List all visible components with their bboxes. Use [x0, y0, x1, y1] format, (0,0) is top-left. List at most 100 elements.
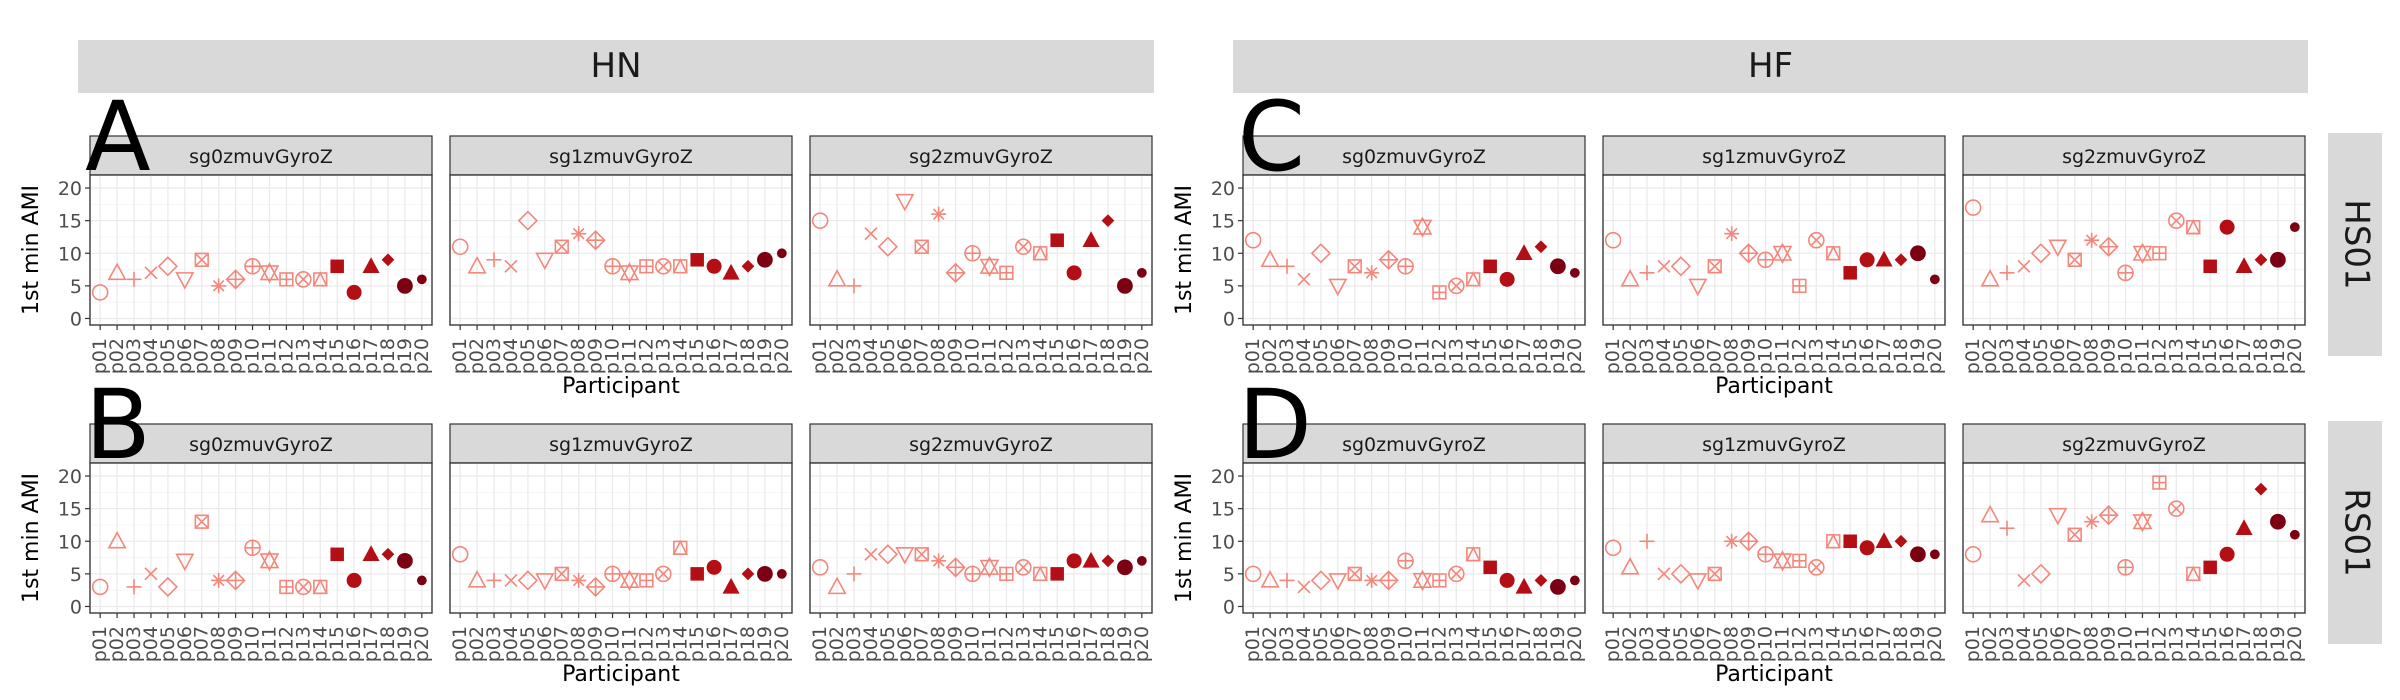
y-tick-label: 0	[70, 596, 82, 618]
x-tick-label: p05	[1670, 626, 1692, 662]
x-tick-label: p13	[1012, 338, 1034, 374]
x-tick-label: p08	[2081, 338, 2103, 374]
y-tick-label: 0	[1223, 596, 1235, 618]
data-point-p13	[2168, 212, 2185, 229]
x-tick-label: p19	[2267, 626, 2289, 662]
x-tick-label: p11	[618, 626, 640, 662]
data-point-p03	[846, 566, 862, 582]
x-tick-label: p17	[720, 338, 742, 374]
sub-strip-bg	[449, 423, 793, 464]
data-point-p06	[895, 547, 915, 565]
data-point-p16	[706, 258, 722, 274]
plot-border	[89, 174, 433, 326]
x-tick-label: p09	[945, 626, 967, 662]
x-tick-label: p11	[258, 626, 280, 662]
data-point-p02	[827, 576, 847, 595]
sub-strip-bg	[1242, 135, 1586, 176]
data-point-p13	[1015, 238, 1032, 256]
sub-strip-label: sg2zmuvGyroZ	[909, 434, 1053, 456]
data-point-p03	[1999, 265, 2015, 281]
plot-border	[809, 462, 1153, 614]
x-tick-label: p13	[652, 626, 674, 662]
x-tick-label: p07	[191, 338, 213, 374]
x-tick-label: p10	[1755, 338, 1777, 374]
data-point-p11	[979, 556, 1000, 579]
sub-strip-bg	[809, 135, 1153, 176]
data-point-p20	[776, 248, 787, 259]
x-tick-label: p17	[1513, 626, 1535, 662]
x-tick-label: p18	[1097, 626, 1119, 662]
y-tick-label: 5	[1223, 276, 1235, 298]
data-point-p09	[1378, 570, 1399, 591]
x-tick-label: p13	[1445, 626, 1467, 662]
x-tick-label: p18	[1530, 626, 1552, 662]
data-point-p15	[1050, 567, 1064, 581]
x-tick-label: p06	[534, 338, 556, 374]
sub-strip-bg	[1962, 135, 2306, 176]
data-point-p01	[811, 212, 829, 229]
data-point-p12	[2152, 246, 2167, 261]
sub-strip-label: sg0zmuvGyroZ	[1342, 146, 1486, 168]
x-tick-label: p02	[1259, 338, 1281, 374]
data-point-p12	[279, 272, 294, 287]
x-tick-label: p03	[483, 338, 505, 374]
data-point-p04	[1657, 259, 1671, 273]
data-point-p19	[1550, 258, 1566, 275]
data-point-p18	[1894, 534, 1908, 548]
plot-border	[1602, 174, 1946, 326]
plot-border	[449, 174, 793, 326]
x-tick-label: p02	[106, 626, 128, 662]
data-point-p02	[1620, 269, 1640, 287]
y-tick-label: 5	[70, 564, 82, 586]
x-tick-label: p14	[309, 338, 331, 374]
sub-strip-bg	[1602, 135, 1946, 176]
x-tick-label: p13	[2165, 626, 2187, 662]
data-point-p01	[1244, 231, 1262, 249]
y-tick-label: 0	[1223, 308, 1235, 330]
x-tick-label: p14	[309, 626, 331, 662]
data-point-p13	[1448, 277, 1465, 295]
data-point-p14	[312, 271, 328, 287]
data-point-p03	[126, 579, 142, 595]
x-tick-label: p09	[2098, 626, 2120, 662]
data-point-p10	[244, 258, 261, 275]
x-tick-label: p15	[326, 338, 348, 374]
x-tick-label: p01	[809, 626, 831, 662]
x-tick-label: p11	[258, 338, 280, 374]
y-tick-label: 15	[58, 211, 82, 233]
data-point-p08	[571, 572, 587, 588]
x-tick-label: p19	[1547, 626, 1569, 662]
data-point-p18	[381, 547, 395, 561]
x-tick-label: p20	[1924, 626, 1946, 662]
x-tick-label: p05	[877, 338, 899, 374]
data-point-p02	[467, 256, 487, 274]
y-tick-label: 10	[1211, 531, 1235, 553]
x-tick-label: p09	[1738, 626, 1760, 662]
data-point-p11	[1772, 242, 1793, 264]
x-tick-label: p15	[2199, 626, 2221, 662]
x-tick-label: p16	[1856, 338, 1878, 374]
data-point-p02	[1980, 269, 2000, 287]
x-tick-label: p06	[1327, 626, 1349, 662]
data-point-p12	[999, 265, 1014, 281]
data-point-p14	[1032, 245, 1048, 261]
data-point-p17	[722, 577, 740, 594]
data-point-p01	[1604, 539, 1622, 557]
data-point-p20	[416, 575, 427, 586]
plot-border	[1242, 174, 1586, 326]
x-tick-label: p02	[826, 338, 848, 374]
x-tick-label: p20	[1131, 626, 1153, 662]
data-point-p09	[1738, 531, 1759, 552]
x-tick-label: p20	[411, 626, 433, 662]
x-tick-label: p19	[754, 338, 776, 374]
x-tick-label: p06	[894, 626, 916, 662]
x-tick-label: p14	[669, 626, 691, 662]
x-tick-label: p14	[2182, 338, 2204, 374]
x-tick-label: p02	[1619, 626, 1641, 662]
x-tick-label: p18	[1097, 338, 1119, 374]
sub-strip-bg	[809, 423, 1153, 464]
data-point-p10	[1397, 552, 1414, 570]
x-tick-label: p13	[2165, 338, 2187, 374]
data-point-p09	[945, 262, 966, 283]
